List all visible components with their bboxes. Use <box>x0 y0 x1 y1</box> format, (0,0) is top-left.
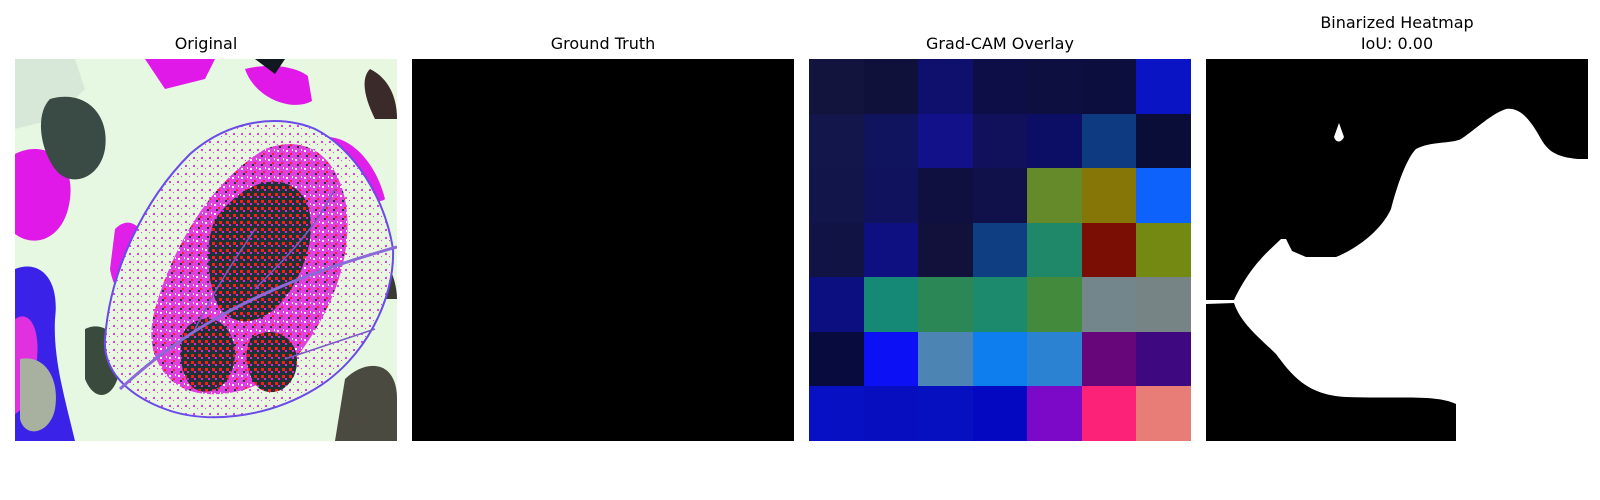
gradcam-cell <box>864 332 918 386</box>
gradcam-cell <box>1136 277 1191 332</box>
gradcam-grid <box>809 59 1191 441</box>
gradcam-cell <box>918 59 973 114</box>
original-image <box>15 59 397 441</box>
gradcam-cell <box>1082 114 1136 168</box>
gradcam-cell <box>973 168 1027 223</box>
binarized-mask <box>1206 59 1588 441</box>
iou-label: IoU: 0.00 <box>1206 33 1588 54</box>
gradcam-cell <box>809 168 864 223</box>
gradcam-cell <box>1136 223 1191 277</box>
gradcam-cell <box>1136 168 1191 223</box>
ground-truth-title: Ground Truth <box>412 33 794 54</box>
gradcam-cell <box>918 223 973 277</box>
gradcam-cell <box>918 332 973 386</box>
gradcam-cell <box>1082 59 1136 114</box>
gradcam-cell <box>1082 168 1136 223</box>
gradcam-cell <box>973 114 1027 168</box>
gradcam-cell <box>1082 332 1136 386</box>
gradcam-cell <box>809 114 864 168</box>
gradcam-cell <box>864 277 918 332</box>
gradcam-cell <box>1027 59 1082 114</box>
gradcam-cell <box>1082 277 1136 332</box>
gradcam-title: Grad-CAM Overlay <box>809 33 1191 54</box>
gradcam-cell <box>864 114 918 168</box>
gradcam-cell <box>809 59 864 114</box>
gradcam-cell <box>1136 114 1191 168</box>
gradcam-cell <box>1136 332 1191 386</box>
leaf-image <box>15 59 397 441</box>
binarized-heatmap <box>1206 59 1588 441</box>
ground-truth-mask <box>412 59 794 441</box>
gradcam-cell <box>918 386 973 441</box>
gradcam-cell <box>973 59 1027 114</box>
gradcam-cell <box>1027 277 1082 332</box>
gradcam-cell <box>809 223 864 277</box>
gradcam-cell <box>1136 386 1191 441</box>
gradcam-cell <box>809 332 864 386</box>
gradcam-cell <box>864 386 918 441</box>
gradcam-cell <box>1136 59 1191 114</box>
binarized-title: Binarized Heatmap <box>1206 12 1588 33</box>
gradcam-cell <box>973 386 1027 441</box>
gradcam-cell <box>809 277 864 332</box>
gradcam-cell <box>809 386 864 441</box>
gradcam-cell <box>973 277 1027 332</box>
gradcam-cell <box>1027 114 1082 168</box>
gradcam-cell <box>1027 332 1082 386</box>
gradcam-cell <box>1082 386 1136 441</box>
gradcam-cell <box>864 168 918 223</box>
gradcam-cell <box>1027 223 1082 277</box>
gradcam-cell <box>1027 386 1082 441</box>
gradcam-cell <box>1082 223 1136 277</box>
gradcam-cell <box>918 114 973 168</box>
gradcam-cell <box>864 223 918 277</box>
gradcam-cell <box>1027 168 1082 223</box>
gradcam-cell <box>973 223 1027 277</box>
gradcam-cell <box>973 332 1027 386</box>
gradcam-cell <box>918 277 973 332</box>
original-title: Original <box>15 33 397 54</box>
gradcam-overlay <box>809 59 1191 441</box>
gradcam-cell <box>864 59 918 114</box>
gradcam-cell <box>918 168 973 223</box>
